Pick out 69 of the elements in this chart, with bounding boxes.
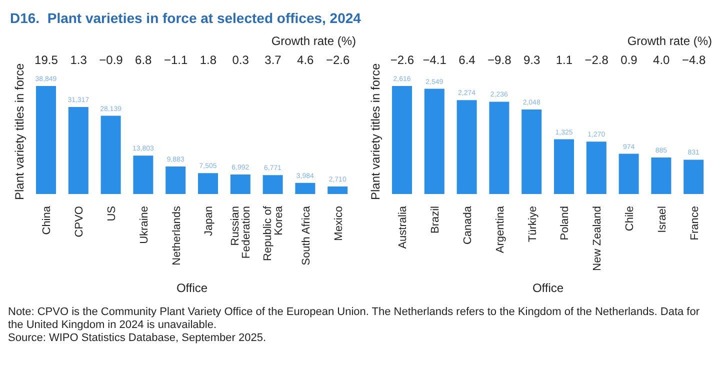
x-tick-label: Brazil (430, 206, 442, 234)
x-tick-label: Ukraine (138, 206, 150, 244)
bar (68, 106, 88, 194)
text: 4.6 (297, 53, 314, 67)
text: −2.6 (326, 53, 350, 67)
bar (586, 142, 606, 194)
text: 19.5 (34, 53, 58, 67)
bar (328, 186, 348, 194)
text: 1.8 (200, 53, 217, 67)
chart-title: D16. Plant varieties in force at selected offices, 2024 (9, 9, 362, 28)
x-axis-title: Office (532, 281, 564, 295)
text: 0.9 (620, 53, 638, 67)
bar (684, 160, 704, 194)
text: 1.1 (556, 53, 573, 67)
x-tick-label: Poland (559, 206, 572, 240)
bar (230, 174, 250, 194)
text: −4.1 (422, 53, 447, 67)
x-tick-label: Argentina (494, 205, 506, 254)
text: Growth rate (%) (271, 34, 356, 48)
x-tick-label: Australia (397, 205, 410, 249)
x-tick-label: Netherlands (170, 206, 183, 266)
text: −2.8 (584, 53, 609, 67)
x-tick-label: New Zealand (592, 206, 604, 271)
x-tick-label: Chile (624, 206, 636, 232)
x-tick-label: CPVO (74, 206, 86, 238)
text: −9.8 (488, 53, 512, 67)
text: 6.4 (458, 53, 476, 67)
bar (618, 154, 639, 194)
bar (295, 182, 316, 194)
x-tick-label: Canada (462, 205, 474, 245)
x-tick-label: Israel (656, 206, 668, 233)
text: 1.3 (70, 53, 88, 67)
bar (262, 175, 283, 194)
bar (489, 102, 510, 194)
bar (554, 139, 574, 194)
bar (651, 157, 672, 194)
x-tick-label: US (106, 206, 118, 222)
text: −0.9 (99, 53, 124, 67)
text: −2.6 (390, 53, 414, 67)
text: 0.3 (232, 53, 250, 67)
bar (36, 86, 56, 194)
source-note: Source: WIPO Statistics Database, September 2025. (8, 332, 268, 345)
text: −1.1 (164, 53, 188, 67)
x-tick-label: Republic of Korea (262, 205, 285, 262)
text: 3.7 (264, 53, 282, 67)
bar (424, 88, 444, 194)
x-axis-title: Office (176, 281, 208, 295)
x-tick-label: China (41, 205, 54, 235)
y-axis-title: Plant variety titles in force (368, 62, 382, 200)
text: Growth rate (%) (627, 34, 712, 48)
x-tick-label: Türkiye (526, 206, 539, 242)
bar (133, 156, 154, 194)
bar (166, 166, 186, 194)
bar (198, 173, 218, 194)
y-axis-title: Plant variety titles in force (12, 62, 26, 200)
bar (100, 116, 121, 194)
text: 9.3 (523, 53, 540, 67)
bar (456, 100, 477, 194)
text: 6.8 (135, 53, 152, 67)
text: −4.8 (682, 53, 706, 67)
x-tick-label: Russian Federation (230, 206, 253, 259)
bar (392, 86, 412, 194)
x-tick-label: Japan (203, 206, 216, 236)
x-tick-label: Mexico (332, 206, 345, 241)
text: Note: CPVO is the Community Plant Variety Office of the European Union. The Netherlands refers to the Kingdom of the Netherlands. Data for the United Kingdom in 2024 is unavailable. (8, 306, 701, 332)
text: 4.0 (653, 53, 670, 67)
x-tick-label: France (688, 206, 701, 240)
x-tick-label: South Africa (300, 205, 312, 266)
bar (522, 109, 542, 194)
